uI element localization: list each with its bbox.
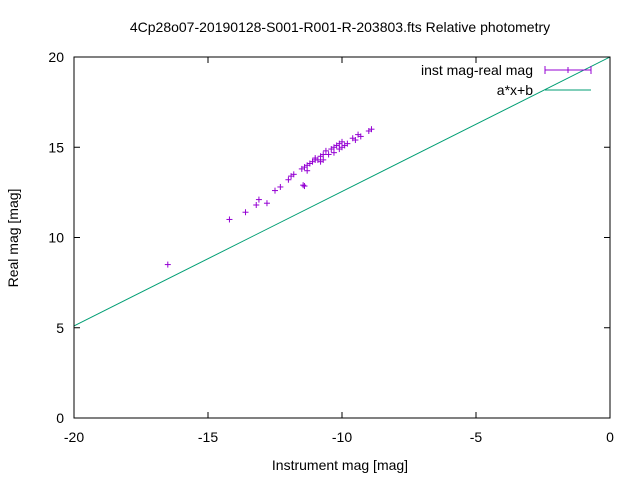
data-point: [368, 126, 375, 133]
data-point: [272, 187, 278, 194]
plot-area: [73, 56, 611, 419]
data-point: [304, 167, 311, 174]
data-point: [242, 209, 249, 216]
x-tick-label: -15: [198, 429, 218, 445]
data-point: [290, 171, 297, 178]
legend-label-fit: a*x+b: [497, 82, 533, 98]
data-point: [339, 138, 345, 145]
data-point: [255, 196, 262, 203]
legend: inst mag-real mag a*x+b: [421, 62, 592, 98]
y-tick-label: 20: [48, 49, 64, 65]
y-axis-label: Real mag [mag]: [5, 189, 21, 288]
data-point: [253, 202, 260, 209]
data-point: [285, 176, 292, 183]
data-point: [226, 216, 233, 223]
data-point: [300, 182, 307, 189]
legend-label-points: inst mag-real mag: [421, 62, 533, 78]
x-tick-label: -5: [470, 429, 483, 445]
chart-title: 4Cp28o07-20190128-S001-R001-R-203803.fts…: [130, 19, 550, 35]
data-point: [301, 183, 308, 190]
y-tick-label: 15: [48, 139, 64, 155]
x-tick-label: 0: [606, 429, 614, 445]
data-point: [325, 151, 332, 158]
data-point: [352, 137, 359, 144]
data-point: [320, 156, 327, 163]
legend-sample-points: [544, 66, 592, 74]
data-point: [322, 147, 329, 154]
y-tick-label: 10: [48, 230, 64, 246]
data-point: [277, 183, 284, 190]
y-tick-label: 5: [56, 320, 64, 336]
data-point: [344, 140, 351, 147]
x-axis-label: Instrument mag [mag]: [272, 457, 408, 473]
x-axis: -20 -15 -10 -5 0: [64, 57, 614, 445]
data-point: [263, 200, 270, 207]
fit-line: [74, 57, 610, 327]
x-tick-label: -10: [332, 429, 352, 445]
y-tick-label: 0: [56, 410, 64, 426]
x-tick-label: -20: [64, 429, 84, 445]
plot-frame: [73, 56, 611, 419]
y-axis: 0 5 10 15 20: [48, 49, 610, 426]
data-point: [357, 133, 364, 140]
data-point: [330, 149, 337, 156]
data-point: [320, 151, 327, 158]
data-point: [164, 261, 171, 268]
